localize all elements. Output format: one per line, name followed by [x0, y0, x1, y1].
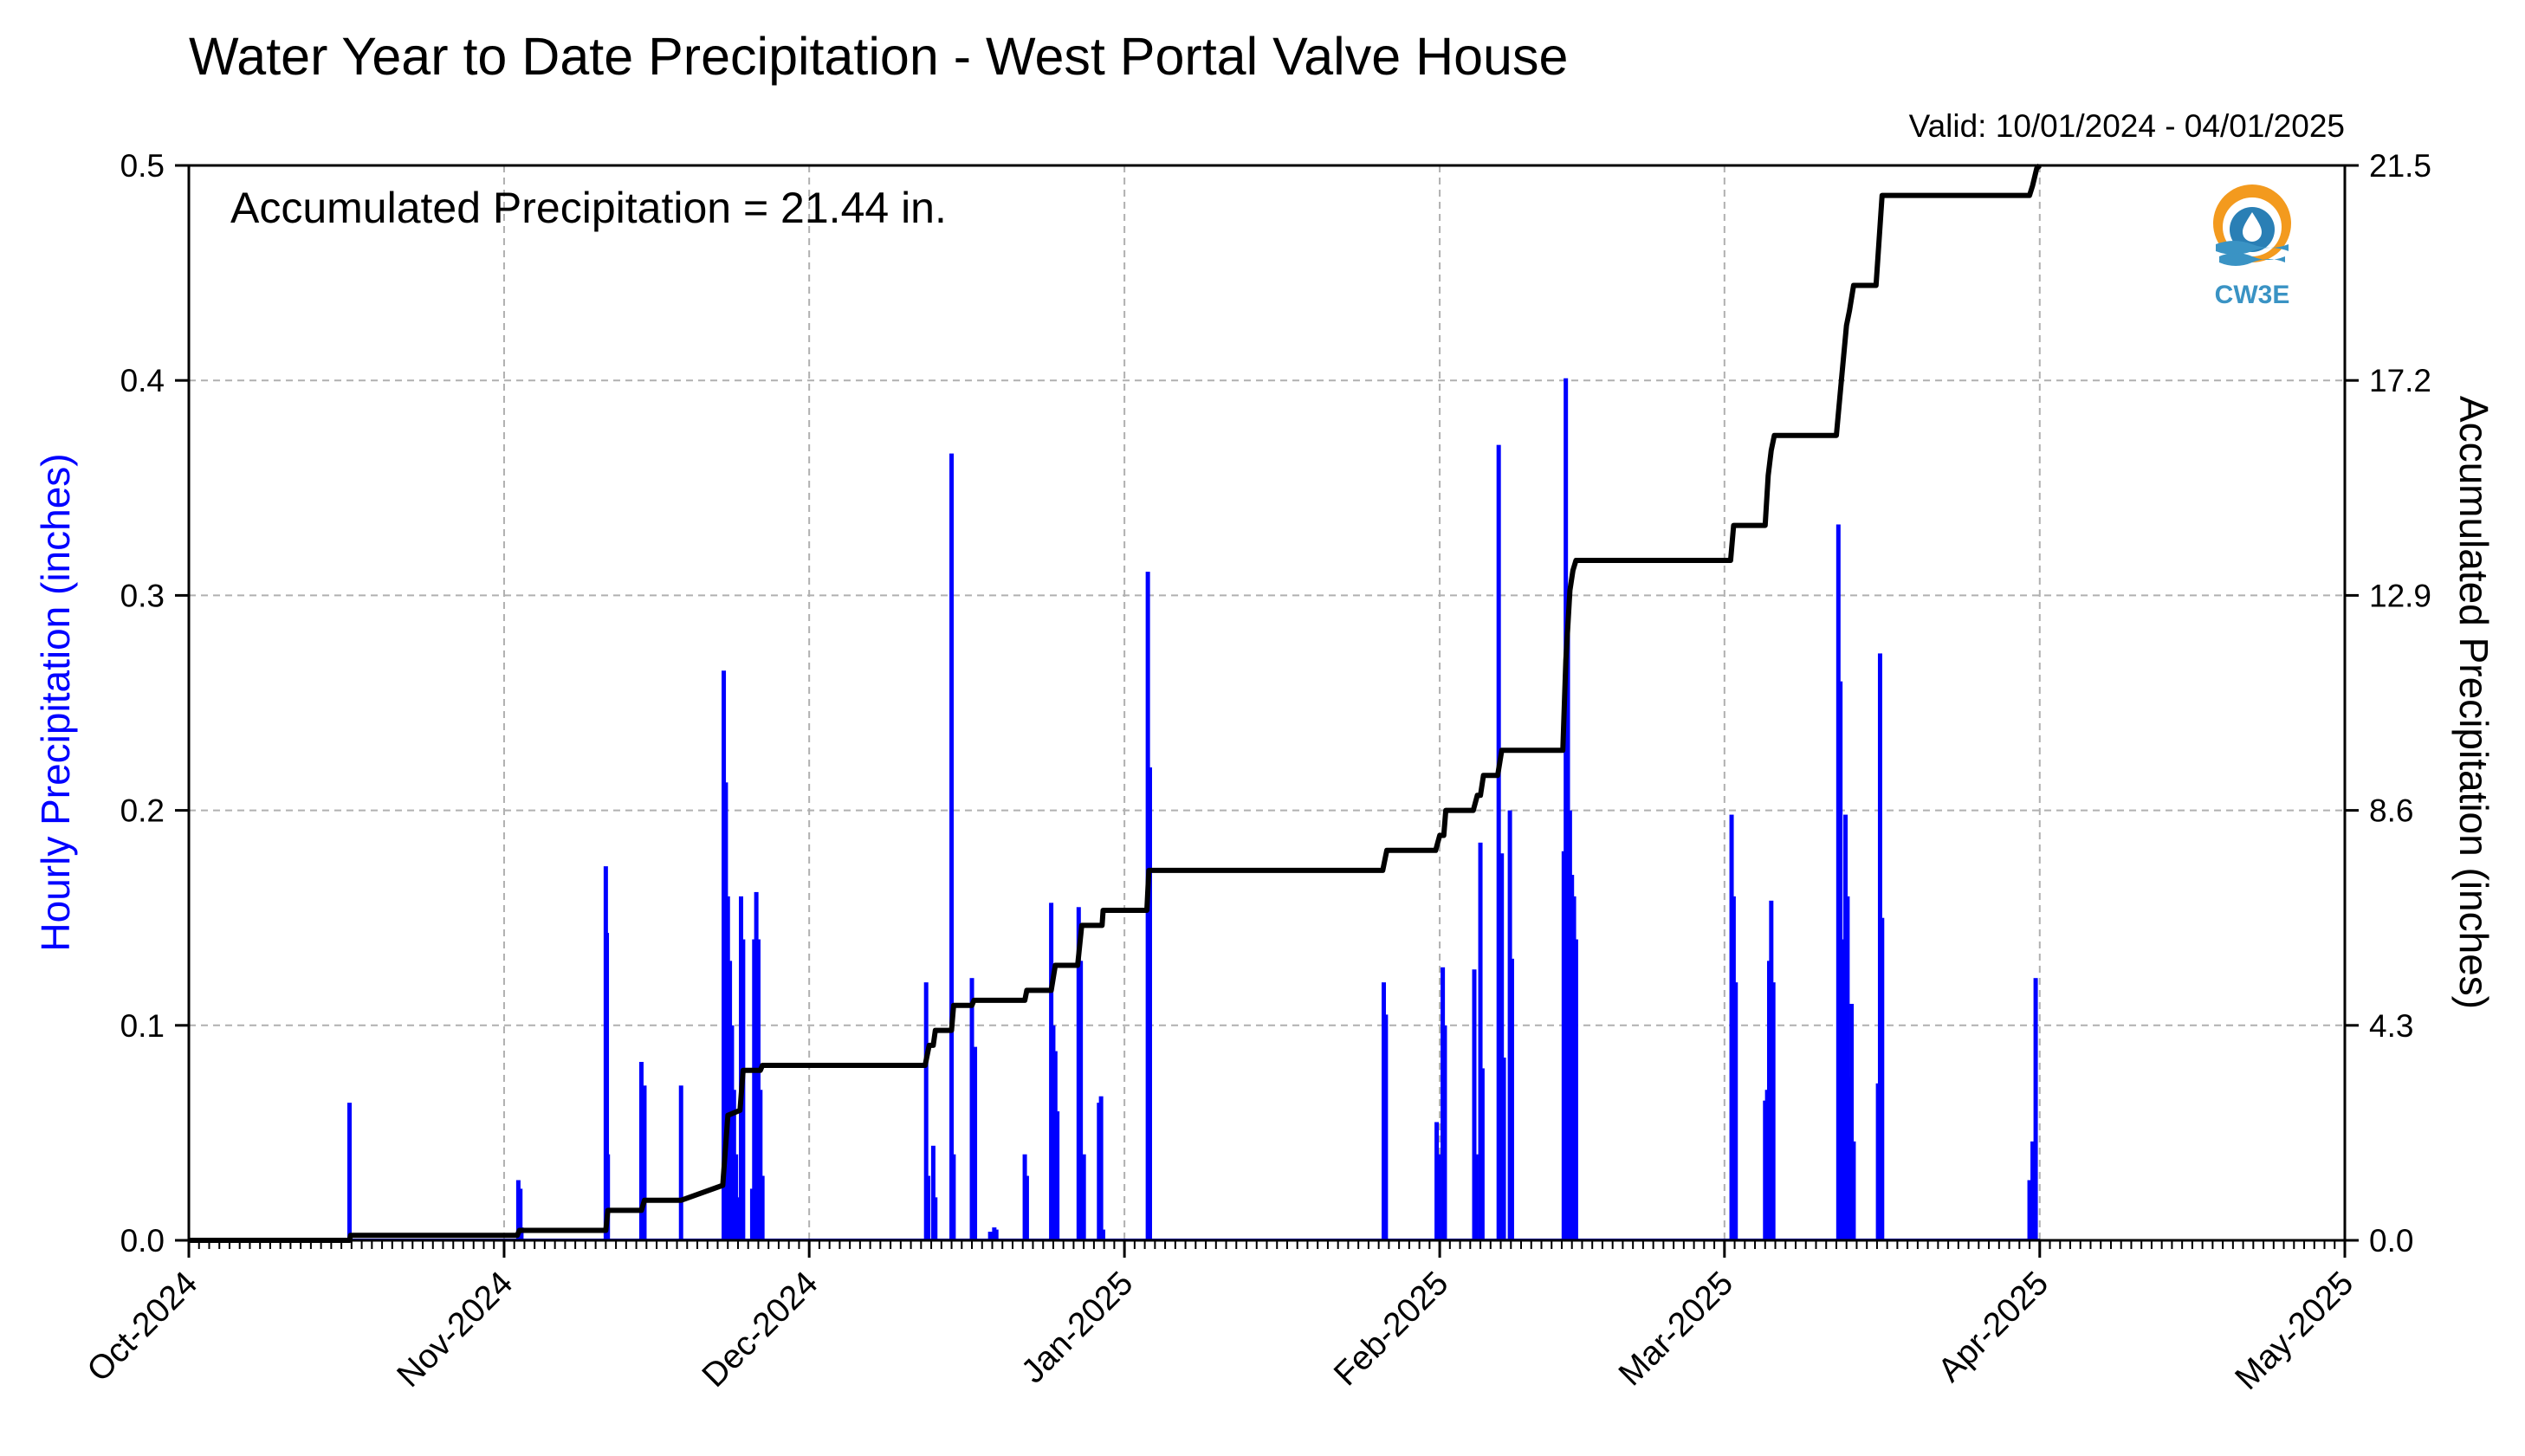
hourly-bar — [1081, 1154, 1086, 1240]
hourly-bar — [2027, 1180, 2032, 1240]
y-left-tick-label: 0.3 — [120, 578, 165, 613]
hourly-bar — [1840, 939, 1845, 1240]
hourly-bar — [1479, 1068, 1485, 1240]
hourly-bar — [1098, 1096, 1104, 1240]
hourly-bar — [1771, 982, 1776, 1240]
hourly-bar — [1383, 1014, 1389, 1240]
hourly-bar — [760, 1175, 765, 1240]
hourly-bar — [987, 1232, 993, 1240]
y-right-tick-label: 0.0 — [2369, 1223, 2413, 1259]
hourly-bar — [923, 982, 929, 1240]
left-axis-label: Hourly Precipitation (inches) — [33, 453, 78, 951]
right-axis-label: Accumulated Precipitation (inches) — [2451, 396, 2496, 1009]
y-left-tick-label: 0.1 — [120, 1008, 165, 1044]
chart-title: Water Year to Date Precipitation - West … — [189, 27, 1568, 86]
y-right-tick-label: 21.5 — [2369, 148, 2431, 184]
hourly-bar — [1055, 1111, 1060, 1240]
hourly-bar — [1436, 1154, 1441, 1240]
y-left-tick-label: 0.4 — [120, 363, 165, 398]
hourly-bar — [605, 933, 610, 1240]
accumulated-annotation: Accumulated Precipitation = 21.44 in. — [230, 184, 947, 232]
hourly-bar — [949, 453, 955, 1240]
hourly-bar — [969, 978, 974, 1240]
valid-date-range: Valid: 10/01/2024 - 04/01/2025 — [1909, 108, 2345, 144]
hourly-bar — [933, 1197, 938, 1240]
hourly-bar — [1501, 1058, 1506, 1240]
accumulated-precipitation-line-group — [189, 163, 2042, 1243]
hourly-bar — [1733, 982, 1738, 1240]
hourly-bar — [1024, 1175, 1029, 1240]
hourly-bar — [735, 1197, 741, 1240]
hourly-bar — [1880, 917, 1885, 1240]
hourly-bar — [518, 1188, 523, 1240]
hourly-bar — [519, 1227, 524, 1240]
hourly-bar — [347, 1103, 353, 1240]
hourly-bar — [1478, 842, 1483, 1240]
y-right-tick-label: 17.2 — [2369, 363, 2431, 398]
accumulated-precipitation-line — [189, 163, 2042, 1243]
hourly-bar — [1442, 1025, 1447, 1240]
hourly-bar — [1473, 1154, 1479, 1240]
hourly-bar — [1100, 1229, 1105, 1240]
hourly-bar — [678, 1085, 683, 1240]
hourly-bar — [2030, 1141, 2036, 1240]
hourly-bar — [1573, 939, 1578, 1240]
hourly-bar — [1078, 961, 1084, 1240]
y-right-tick-label: 12.9 — [2369, 578, 2431, 613]
hourly-bar — [951, 1154, 956, 1240]
y-right-tick-label: 4.3 — [2369, 1008, 2413, 1044]
hourly-bar — [1849, 1003, 1855, 1240]
hourly-bar — [1147, 767, 1152, 1240]
y-right-tick-label: 8.6 — [2369, 793, 2413, 829]
hourly-bar — [1472, 969, 1477, 1240]
hourly-bar — [642, 1085, 647, 1240]
hourly-bar — [1851, 1141, 1856, 1240]
hourly-bar — [638, 1061, 644, 1240]
hourly-bar — [1845, 896, 1850, 1240]
hourly-bar — [1509, 958, 1514, 1240]
hourly-bar — [1496, 444, 1501, 1240]
hourly-bar — [994, 1229, 999, 1240]
y-left-tick-label: 0.5 — [120, 148, 165, 184]
y-left-tick-label: 0.0 — [120, 1223, 165, 1259]
hourly-bar — [758, 1090, 763, 1240]
hourly-bar — [926, 1175, 931, 1240]
hourly-bar — [930, 1145, 936, 1240]
hourly-bar — [2033, 978, 2038, 1240]
hourly-bar — [973, 1046, 978, 1240]
cw3e-water-drop-logo-icon — [2213, 184, 2291, 266]
grid-lines — [189, 165, 2345, 1240]
y-left-tick-label: 0.2 — [120, 793, 165, 829]
hourly-bar — [605, 1154, 611, 1240]
hourly-bar — [1499, 853, 1505, 1240]
logo-text: CW3E — [2215, 281, 2290, 309]
